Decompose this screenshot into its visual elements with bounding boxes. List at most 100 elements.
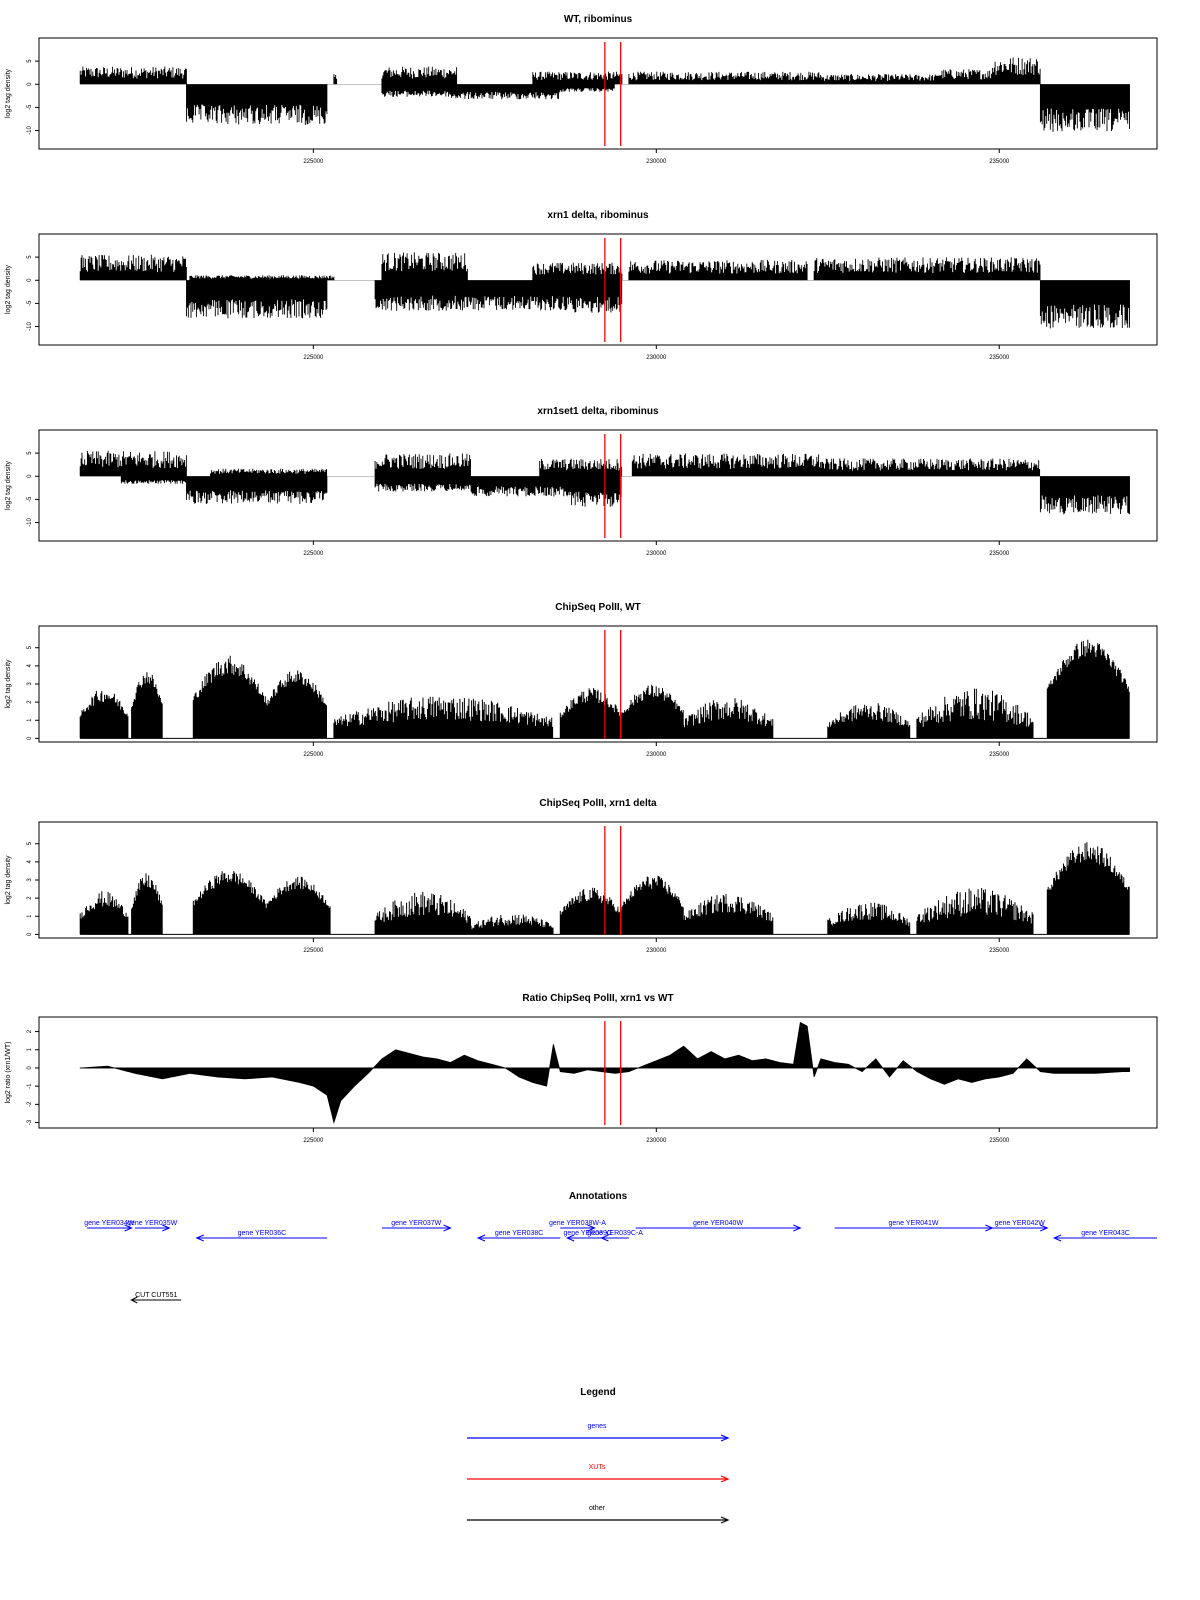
y-tick-label: 1 [27,914,33,918]
ratio-area [79,1021,1130,1124]
legend: Legend genes XUTs other [467,1387,730,1524]
legend-arrowhead [720,1434,730,1442]
gene-arrowhead [600,1234,609,1242]
legend-label: genes [587,1423,607,1430]
y-axis-label: log2 tag density [5,855,12,905]
gene-label: gene YER039C [563,1230,612,1237]
x-tick-label: 225000 [303,1138,324,1144]
y-tick-label: 5 [27,255,33,259]
plot-frame [38,37,1158,150]
coverage-region-bars [1046,639,1130,739]
gene-label: gene YER042W [995,1220,1045,1227]
x-tick-label: 225000 [303,752,324,758]
y-tick-label: 5 [27,59,33,63]
chart-title: xrn1 delta, ribominus [547,210,649,221]
chart-panel-6: Ratio ChipSeq PolII, xrn1 vs WT log2 rati… [5,993,1158,1144]
gene-arrowhead [1052,1234,1062,1242]
gene-arrowhead [565,1234,575,1242]
plot-frame [38,1016,1158,1129]
chart-title: Ratio ChipSeq PolII, xrn1 vs WT [522,993,673,1004]
coverage-region-bars [79,690,129,739]
y-tick-label: 1 [27,1047,33,1051]
x-tick-label: 230000 [646,948,667,954]
coverage-region-bars [374,892,471,935]
annotations-title: Annotations [569,1191,628,1202]
coverage-region-bars [192,655,266,739]
x-tick-label: 225000 [303,948,324,954]
y-tick-label: 2 [27,700,33,704]
y-tick-label: 2 [27,896,33,900]
other-label: CUT CUT551 [135,1292,177,1299]
x-tick-label: 235000 [989,752,1010,758]
x-tick-label: 225000 [303,551,324,557]
y-tick-label: 5 [27,841,33,845]
chart-title: ChipSeq PolII, xrn1 delta [539,798,657,809]
coverage-region-bars [131,672,163,739]
gene-arrowhead [476,1234,486,1242]
y-tick-label: 0 [27,474,33,478]
y-tick-label: 2 [27,1029,33,1033]
gene-label: gene YER040W [693,1220,743,1227]
chart-panel-4: ChipSeq PolII, WT log2 tag density 0 1 2 3 4 5 2… [5,602,1158,758]
y-tick-label: -10 [27,126,33,135]
x-tick-label: 230000 [646,159,667,165]
plot-frame [38,429,1158,542]
gene-arrowhead [587,1224,596,1232]
chart-panel-3: xrn1set1 delta, ribominus log2 tag densit… [5,406,1158,557]
gene-arrowhead [985,1224,994,1232]
coverage-region-bars [1046,842,1130,935]
x-tick-label: 235000 [989,948,1010,954]
y-tick-label: 3 [27,878,33,882]
gene-label: gene YER036C [238,1230,287,1237]
y-axis-label: log2 ratio (xrn1/WT) [5,1042,12,1104]
y-tick-label: -5 [27,104,33,110]
gene-arrowhead [443,1224,452,1232]
y-tick-label: 4 [27,664,33,668]
coverage-region-bars [333,696,554,739]
chart-title: xrn1set1 delta, ribominus [537,406,659,417]
x-tick-label: 225000 [303,355,324,361]
x-tick-label: 230000 [646,1138,667,1144]
gene-label: gene YER039C-A [587,1230,643,1237]
coverage-region-bars [559,688,622,739]
x-tick-label: 230000 [646,752,667,758]
x-tick-label: 235000 [989,355,1010,361]
chart-panel-1: WT, ribominus log2 tag density 5 0 -5 -10 2250… [5,14,1158,165]
coverage-region-bars [79,891,129,935]
coverage-region-bars [827,902,911,935]
coverage-region-bars [683,894,774,935]
gene-arrowhead [162,1224,171,1232]
chart-panel-5: ChipSeq PolII, xrn1 delta log2 tag densit… [5,798,1158,954]
coverage-region-bars [683,698,774,739]
y-axis-label: log2 tag density [5,68,12,118]
y-tick-label: -2 [27,1101,33,1107]
coverage-region-bars [621,684,684,739]
plot-frame [38,233,1158,346]
legend-title: Legend [580,1387,616,1398]
coverage-region-bars [470,914,554,935]
gene-arrowhead [124,1224,133,1232]
coverage-region-bars [264,670,327,739]
coverage-trace [79,252,1130,329]
y-tick-label: -1 [27,1083,33,1089]
gene-arrowhead [195,1234,204,1242]
coverage-region-bars [559,887,622,935]
gene-label: gene YER038C [495,1230,544,1237]
y-tick-label: 5 [27,451,33,455]
x-tick-label: 235000 [989,159,1010,165]
x-tick-label: 230000 [646,355,667,361]
y-tick-label: -5 [27,496,33,502]
y-tick-label: -10 [27,518,33,527]
y-tick-label: -10 [27,322,33,331]
other-arrowhead [130,1296,138,1304]
y-tick-label: 0 [27,82,33,86]
y-tick-label: -5 [27,300,33,306]
gene-label: gene YER043C [1081,1230,1130,1237]
chart-panel-2: xrn1 delta, ribominus log2 tag density 5 0 -… [5,210,1158,361]
coverage-region-bars [916,888,1034,935]
legend-arrowhead [720,1516,730,1524]
y-tick-label: -3 [27,1119,33,1125]
coverage-region-bars [916,688,1034,739]
